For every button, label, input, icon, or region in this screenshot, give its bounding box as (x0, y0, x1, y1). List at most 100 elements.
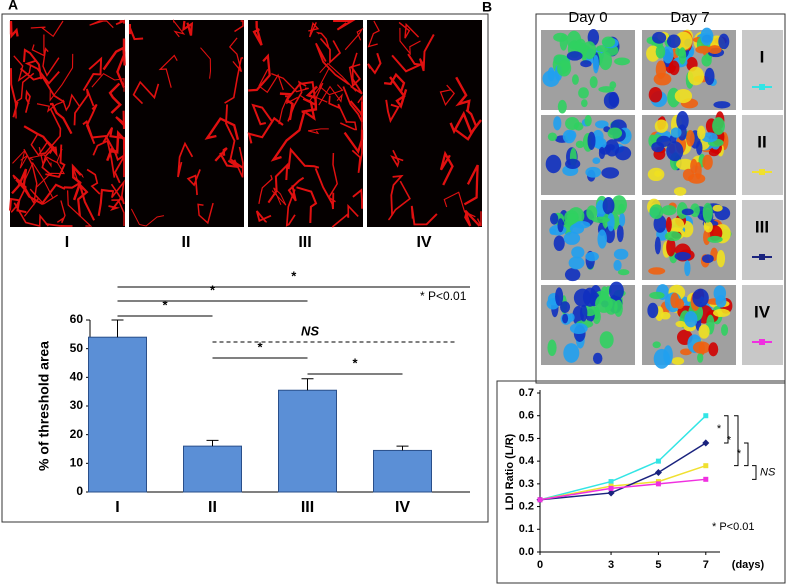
significance-label: * (737, 448, 742, 460)
perfusion-blob (557, 99, 567, 114)
day-label: Day 7 (670, 9, 709, 26)
vessel (267, 162, 289, 204)
perfusion-blob (647, 302, 659, 319)
perfusion-blob (694, 162, 702, 180)
vessel (42, 47, 60, 77)
vessel (476, 211, 482, 227)
perfusion-blob (681, 208, 694, 216)
perfusion-blob (568, 256, 585, 270)
vessel (13, 202, 49, 228)
perfusion-blob (602, 197, 615, 215)
perfusion-blob (700, 27, 714, 46)
error-bar (301, 378, 314, 391)
perfusion-blob (578, 87, 589, 99)
significance-label: * (162, 297, 168, 312)
significance-label: * (210, 282, 216, 297)
perfusion-blob (598, 146, 606, 159)
vessel (318, 85, 343, 106)
vessel (36, 148, 66, 188)
perfusion-blob (697, 352, 704, 363)
bar (373, 449, 432, 493)
perfusion-blob (562, 129, 576, 144)
vessel (108, 194, 125, 212)
vessel (172, 19, 186, 38)
perfusion-blob (614, 146, 632, 161)
vessel (204, 117, 240, 140)
perfusion-blob (580, 304, 588, 322)
significance-label: * (257, 339, 263, 354)
perfusion-blob (653, 214, 667, 233)
x-tick-label: 5 (655, 559, 661, 571)
vessel (23, 148, 38, 206)
point (703, 476, 709, 482)
vessel (17, 179, 66, 206)
vessel (219, 152, 243, 169)
vessel (109, 145, 125, 162)
perfusion-blob (697, 125, 706, 140)
y-tick-label: 30 (70, 398, 84, 412)
perfusion-blob (597, 229, 607, 249)
x-tick-label: III (301, 499, 314, 516)
point (654, 468, 662, 477)
point (703, 463, 709, 469)
perfusion-blob (587, 131, 596, 150)
vessel (200, 47, 212, 79)
perfusion-blob (585, 166, 602, 178)
y-tick-label: 0.6 (519, 410, 534, 422)
perfusion-blob (712, 117, 725, 135)
vessel (418, 34, 435, 72)
vessel (41, 146, 55, 177)
vessel (258, 69, 284, 94)
perfusion-blob (704, 67, 715, 86)
vessel (449, 110, 482, 136)
legend-box (742, 200, 783, 280)
perfusion-blob (598, 51, 613, 71)
perfusion-blob (580, 60, 592, 68)
vessel (71, 163, 82, 201)
vessel (36, 100, 65, 113)
perfusion-blob (713, 308, 731, 318)
series-line (539, 442, 707, 501)
vessel (62, 93, 80, 112)
vessel (115, 110, 126, 130)
perfusion-blob (599, 331, 614, 349)
vessel (333, 19, 356, 31)
perfusion-blob (654, 119, 669, 133)
perfusion-blob (592, 54, 599, 74)
perfusion-blob (649, 204, 664, 220)
point (703, 413, 709, 419)
vessel (233, 146, 244, 178)
image-label: III (298, 234, 311, 251)
vessel (186, 169, 201, 196)
y-tick-label: 0.3 (519, 478, 534, 490)
vessel (296, 186, 318, 224)
perfusion-blob (617, 269, 630, 276)
perfusion-blob (653, 348, 670, 369)
vessel (66, 190, 93, 227)
perfusion-blob (702, 154, 713, 170)
image-label: I (65, 234, 69, 251)
perfusion-blob (676, 158, 694, 170)
vessel (72, 167, 84, 187)
perfusion-blob (565, 116, 580, 131)
perfusion-blob (584, 115, 592, 127)
vessel (271, 72, 309, 93)
perfusion-blob (654, 236, 661, 255)
point (607, 489, 615, 497)
vessel (285, 189, 296, 227)
bar (278, 389, 337, 493)
perfusion-blob (671, 357, 685, 365)
perfusion-blob (614, 299, 623, 317)
significance-label: * (291, 268, 297, 283)
y-tick-label: 50 (70, 341, 84, 355)
significance-bracket (734, 415, 739, 467)
x-tick-label: I (115, 499, 119, 516)
perfusion-blob (619, 212, 626, 227)
perfusion-blob (601, 36, 616, 48)
perfusion-blob (662, 45, 674, 64)
perfusion-blob (585, 251, 599, 262)
vessel (463, 164, 479, 206)
perfusion-blob (651, 141, 665, 153)
legend-box (742, 285, 783, 365)
perfusion-blob (660, 311, 671, 320)
